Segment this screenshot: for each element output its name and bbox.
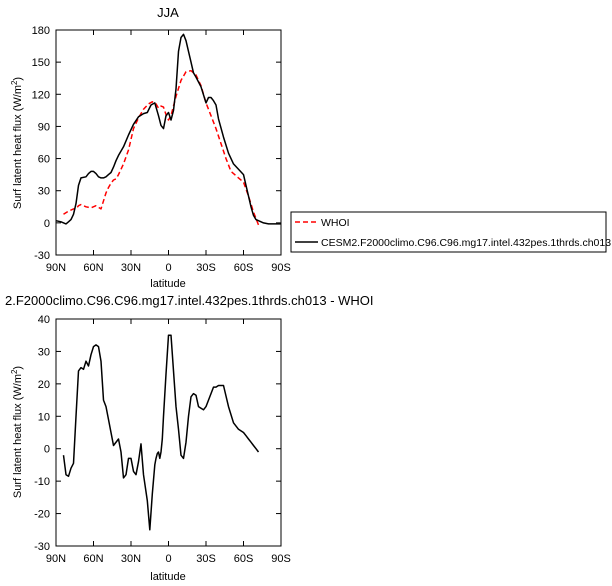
legend-label-whoi: WHOI: [321, 217, 350, 229]
top-series-line-0: [63, 69, 260, 226]
bottom-y-tick-label: 40: [38, 314, 50, 326]
top-y-tick-label: 90: [38, 121, 50, 133]
bottom-plot-frame: [55, 318, 282, 547]
bottom-series-lines: [62, 334, 260, 531]
top-series-lines: [55, 33, 281, 226]
top-x-tick-label: 30S: [196, 262, 216, 274]
bottom-y-axis: -30 -20 -10 0 10 20 30 40: [34, 314, 281, 553]
legend-label-cesm: CESM2.F2000climo.C96.C96.mg17.intel.432p…: [321, 237, 611, 249]
legend-box: [290, 211, 607, 253]
bottom-y-tick-label: 30: [38, 346, 50, 358]
top-panel: JJA -30 0 30 60 90 120 150 180 90N 60N 30N 0 30S 60S…: [10, 5, 291, 290]
legend: WHOI CESM2.F2000climo.C96.C96.mg17.intel…: [290, 211, 611, 253]
top-x-tick-label: 30N: [121, 262, 141, 274]
top-y-tick-label: 120: [32, 89, 50, 101]
bottom-y-tick-label: 20: [38, 379, 50, 391]
top-y-tick-label: 0: [44, 218, 50, 230]
top-series-line-1: [55, 33, 281, 225]
bottom-x-tick-label: 90N: [46, 553, 66, 565]
bottom-y-tick-label: 0: [44, 444, 50, 456]
top-y-tick-label: 30: [38, 186, 50, 198]
top-y-tick-label: 180: [32, 25, 50, 37]
top-y-axis: -30 0 30 60 90 120 150 180: [32, 25, 281, 262]
bottom-panel: 2.F2000climo.C96.C96.mg17.intel.432pes.1…: [5, 293, 374, 583]
bottom-x-tick-label: 60S: [234, 553, 254, 565]
bottom-x-axis: 90N 60N 30N 0 30S 60S 90S: [46, 319, 291, 565]
top-y-tick-label: -30: [34, 250, 50, 262]
bottom-x-axis-label: latitude: [150, 571, 185, 583]
bottom-y-axis-label: Surf latent heat flux (W/m2): [10, 366, 24, 498]
bottom-y-tick-label: -30: [34, 541, 50, 553]
bottom-panel-title: 2.F2000climo.C96.C96.mg17.intel.432pes.1…: [5, 293, 374, 308]
bottom-x-tick-label: 30N: [121, 553, 141, 565]
bottom-y-tick-label: 10: [38, 411, 50, 423]
top-x-axis-label: latitude: [150, 278, 185, 290]
bottom-x-tick-label: 30S: [196, 553, 216, 565]
bottom-series-line-0: [62, 334, 260, 531]
top-y-tick-label: 150: [32, 57, 50, 69]
top-x-tick-label: 0: [165, 262, 171, 274]
top-x-tick-label: 90N: [46, 262, 66, 274]
bottom-y-tick-label: -20: [34, 509, 50, 521]
top-x-tick-label: 60S: [234, 262, 254, 274]
bottom-x-tick-label: 0: [165, 553, 171, 565]
top-x-axis: 90N 60N 30N 0 30S 60S 90S: [46, 30, 291, 274]
bottom-y-tick-label: -10: [34, 476, 50, 488]
bottom-x-tick-label: 90S: [271, 553, 291, 565]
top-x-tick-label: 90S: [271, 262, 291, 274]
top-panel-title: JJA: [157, 5, 179, 20]
top-y-axis-label: Surf latent heat flux (W/m2): [10, 77, 24, 209]
top-plot-frame: [55, 29, 282, 256]
bottom-x-tick-label: 60N: [83, 553, 103, 565]
top-y-tick-label: 60: [38, 154, 50, 166]
top-x-tick-label: 60N: [83, 262, 103, 274]
